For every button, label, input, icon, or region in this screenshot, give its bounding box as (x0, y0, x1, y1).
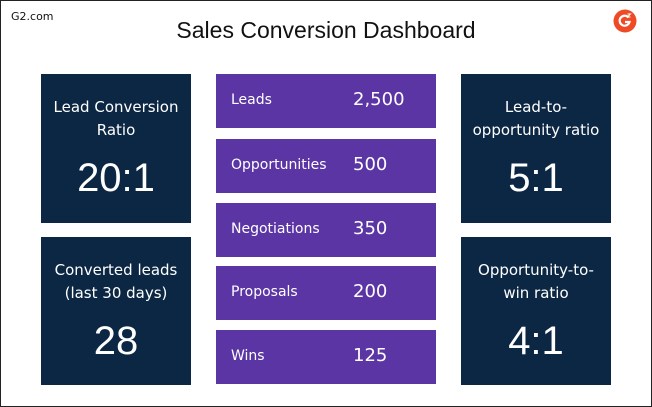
kpi-card: Lead Conversion Ratio 20:1 (41, 74, 191, 223)
kpi-label-line: Converted leads (54, 261, 178, 279)
funnel-row: Wins 125 (216, 330, 436, 384)
funnel-label: Opportunities (231, 157, 327, 173)
funnel-label: Wins (231, 348, 265, 364)
kpi-label: Opportunity-to-win ratio (461, 259, 611, 305)
funnel-value: 350 (353, 218, 388, 239)
kpi-label-line: opportunity ratio (472, 121, 600, 139)
funnel-value: 200 (353, 281, 388, 302)
funnel-row: Opportunities 500 (216, 139, 436, 193)
kpi-value: 28 (93, 319, 139, 363)
kpi-label-line: Ratio (96, 121, 136, 139)
kpi-value: 4:1 (508, 319, 564, 363)
title: Sales Conversion Dashboard (176, 17, 476, 43)
kpi-label-line: Lead Conversion (53, 98, 179, 116)
g2-logo (613, 9, 637, 33)
kpi-value: 20:1 (77, 156, 155, 200)
funnel-row: Leads 2,500 (216, 74, 436, 128)
kpi-label-line: Opportunity-to- (478, 261, 594, 279)
funnel-label: Proposals (231, 284, 298, 300)
kpi-label: Lead-to-opportunity ratio (461, 96, 611, 142)
kpi-card: Lead-to-opportunity ratio 5:1 (461, 74, 611, 223)
funnel-value: 500 (353, 154, 388, 175)
brand: G2.com (11, 10, 54, 23)
kpi-card: Opportunity-to-win ratio 4:1 (461, 237, 611, 385)
kpi-label-line: (last 30 days) (64, 284, 168, 302)
funnel-row: Negotiations 350 (216, 203, 436, 257)
funnel-label: Leads (231, 92, 272, 108)
kpi-label: Converted leads (last 30 days) (41, 259, 191, 305)
kpi-label-line: Lead-to- (504, 98, 568, 116)
funnel-row: Proposals 200 (216, 266, 436, 320)
kpi-label: Lead Conversion Ratio (41, 96, 191, 142)
funnel-value: 2,500 (353, 89, 405, 110)
funnel-value: 125 (353, 345, 388, 366)
kpi-card: Converted leads (last 30 days) 28 (41, 237, 191, 385)
funnel-label: Negotiations (231, 221, 320, 237)
kpi-label-line: win ratio (503, 284, 569, 302)
kpi-value: 5:1 (508, 156, 564, 200)
